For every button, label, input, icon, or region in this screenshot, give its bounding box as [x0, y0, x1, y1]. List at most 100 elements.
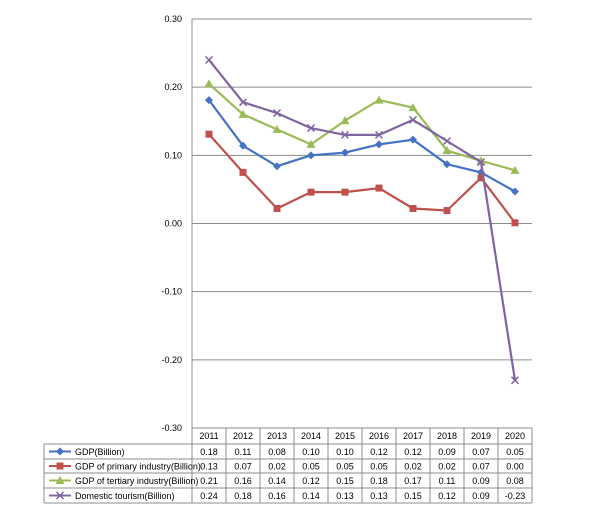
table-cell-value: 0.00: [506, 462, 524, 472]
series-layer: [204, 55, 520, 385]
data-point: [306, 124, 316, 133]
data-point: [239, 168, 247, 176]
table-cell-value: 0.05: [370, 462, 388, 472]
data-point: [476, 156, 486, 165]
legend-key-2: [49, 462, 71, 470]
data-point: [55, 476, 65, 484]
table-cell-value: -0.23: [505, 491, 526, 501]
x-tick-label: 2016: [369, 431, 389, 441]
table-cell-value: 0.18: [200, 447, 218, 457]
x-tick-label: 2019: [471, 431, 491, 441]
x-tick-label: 2017: [403, 431, 423, 441]
data-point: [340, 130, 350, 139]
legend-label: GDP(Billion): [75, 447, 125, 457]
table-cell-value: 0.24: [200, 491, 218, 501]
data-point: [443, 207, 451, 215]
table-cell-value: 0.09: [438, 447, 456, 457]
data-point: [272, 109, 282, 118]
x-tick-label: 2020: [505, 431, 525, 441]
y-tick-label: -0.10: [161, 287, 182, 297]
x-tick-label: 2013: [267, 431, 287, 441]
data-point: [511, 219, 519, 227]
legend-label: GDP of tertiary industry(Billion): [75, 476, 198, 486]
y-tick-label: 0.10: [164, 150, 182, 160]
table-cell-value: 0.07: [472, 462, 490, 472]
data-point: [204, 55, 214, 64]
table-cell-value: 0.12: [438, 491, 456, 501]
y-axis-tick-labels: 0.30 0.20 0.10 0.00 -0.10 -0.20 -0.30: [161, 14, 182, 433]
table-cell-value: 0.05: [336, 462, 354, 472]
data-point: [408, 103, 418, 112]
data-point: [306, 139, 316, 148]
series-4: [204, 55, 520, 385]
series-2: [205, 130, 519, 227]
series-line: [208, 59, 517, 381]
series-line: [208, 82, 516, 172]
table-cell-value: 0.02: [438, 462, 456, 472]
data-point: [204, 79, 214, 88]
table-cell-value: 0.07: [234, 462, 252, 472]
data-point: [443, 160, 451, 169]
table-cell-value: 0.17: [404, 476, 422, 486]
data-point: [273, 205, 281, 213]
table-cell-value: 0.08: [506, 476, 524, 486]
data-point: [55, 491, 65, 500]
data-point: [239, 141, 247, 150]
data-point: [56, 462, 64, 470]
y-tick-label: -0.20: [161, 355, 182, 365]
x-tick-label: 2012: [233, 431, 253, 441]
table-cell-value: 0.14: [268, 476, 286, 486]
x-tick-label: 2015: [335, 431, 355, 441]
table-cell-value: 0.13: [336, 491, 354, 501]
x-tick-label: 2018: [437, 431, 457, 441]
table-cell-value: 0.15: [404, 491, 422, 501]
data-point: [205, 96, 213, 105]
table-cell-value: 0.05: [506, 447, 524, 457]
data-point: [510, 376, 520, 385]
table-cell-value: 0.10: [302, 447, 320, 457]
y-tick-label: 0.20: [164, 82, 182, 92]
data-point: [375, 184, 383, 192]
data-point: [238, 109, 248, 118]
x-tick-label: 2011: [199, 431, 218, 441]
y-tick-label: 0.30: [164, 14, 182, 24]
table-cell-value: 0.12: [302, 476, 320, 486]
data-point: [477, 174, 485, 182]
table-cell-value: 0.02: [268, 462, 286, 472]
table-cell-value: 0.12: [370, 447, 388, 457]
table-cell-value: 0.16: [268, 491, 286, 501]
table-cell-value: 0.11: [235, 447, 252, 457]
table-cell-value: 0.13: [200, 462, 218, 472]
table-cell-value: 0.18: [370, 476, 388, 486]
table-cell-value: 0.21: [200, 476, 218, 486]
data-point: [409, 135, 417, 144]
data-point: [307, 188, 315, 196]
data-point: [510, 165, 520, 174]
data-point: [238, 98, 248, 107]
legend-label: Domestic tourism(Billion): [75, 491, 175, 501]
table-cell-value: 0.05: [302, 462, 320, 472]
table-cell-value: 0.18: [234, 491, 252, 501]
data-point: [56, 447, 64, 456]
data-point: [442, 136, 452, 146]
series-3: [204, 79, 520, 174]
data-point: [341, 188, 349, 196]
table-cell-value: 0.11: [439, 476, 456, 486]
table-cell-value: 0.16: [234, 476, 252, 486]
grid-lines: [191, 18, 532, 429]
table-cell-value: 0.12: [404, 447, 422, 457]
data-point: [341, 148, 349, 157]
table-cell-value: 0.02: [404, 462, 422, 472]
data-point: [408, 115, 418, 124]
x-tick-label: 2014: [301, 431, 321, 441]
legend-key-4: [49, 491, 71, 500]
data-table: 2011 2012 2013 2014 2015 2016 2017 2018 2019 2020…: [43, 427, 533, 504]
y-tick-label: -0.30: [161, 423, 182, 433]
legend-key-3: [49, 476, 71, 484]
table-cell-value: 0.07: [472, 447, 490, 457]
data-point: [476, 158, 486, 167]
table-cell-value: 0.10: [336, 447, 354, 457]
data-point: [374, 95, 384, 104]
series-line: [208, 99, 516, 193]
